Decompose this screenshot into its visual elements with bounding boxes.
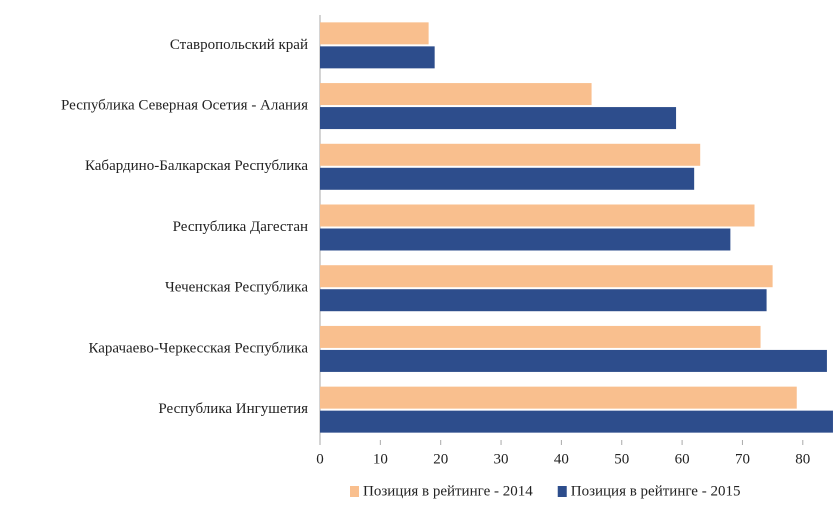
x-tick-label: 80: [795, 451, 810, 467]
x-tick-label: 50: [614, 451, 629, 467]
bar: [320, 228, 731, 251]
x-tick-label: 10: [373, 451, 388, 467]
bar: [320, 265, 773, 288]
bar: [320, 325, 761, 348]
legend-label: Позиция в рейтинге - 2014: [363, 483, 533, 499]
x-tick-label: 30: [494, 451, 509, 467]
legend-swatch: [557, 486, 567, 497]
bar: [320, 167, 695, 190]
y-tick-label: Республика Северная Осетия - Алания: [61, 98, 308, 114]
legend-swatch: [350, 486, 359, 497]
legend-label: Позиция в рейтинге - 2015: [571, 483, 741, 499]
x-tick-label: 40: [554, 451, 569, 467]
bar: [320, 107, 677, 130]
bar: [320, 349, 827, 372]
bar: [320, 22, 429, 45]
y-tick-label: Республика Ингушетия: [158, 401, 308, 417]
bar: [320, 410, 833, 433]
bar: [320, 46, 435, 69]
bar: [320, 83, 592, 106]
bar: [320, 386, 797, 409]
x-tick-label: 70: [735, 451, 750, 467]
y-tick-label: Карачаево-Черкесская Республика: [88, 340, 308, 356]
y-tick-label: Кабардино-Балкарская Республика: [85, 158, 308, 174]
bar: [320, 143, 701, 166]
bar: [320, 289, 767, 312]
y-tick-label: Республика Дагестан: [173, 219, 308, 235]
x-tick-label: 0: [316, 451, 324, 467]
y-tick-label: Чеченская Республика: [165, 280, 308, 296]
x-tick-label: 20: [433, 451, 448, 467]
x-tick-label: 60: [675, 451, 690, 467]
y-tick-label: Ставропольский край: [170, 37, 308, 53]
bar: [320, 204, 755, 227]
